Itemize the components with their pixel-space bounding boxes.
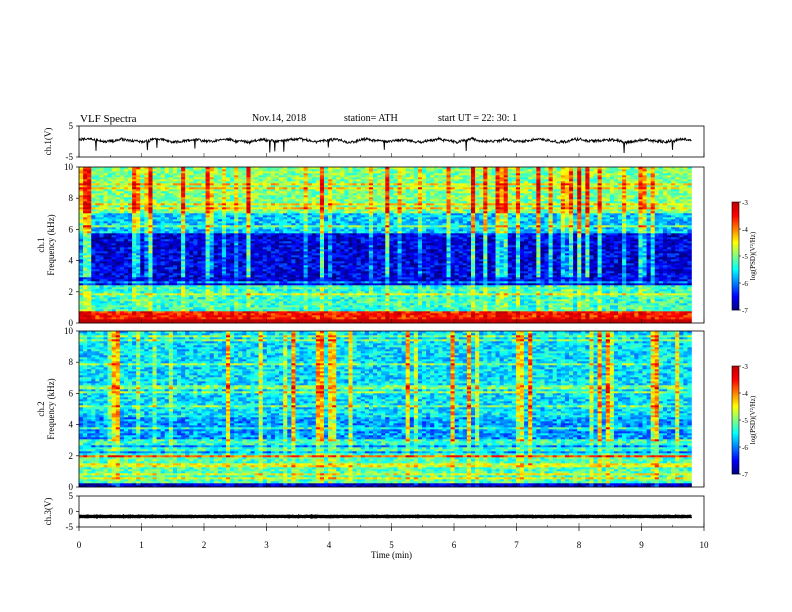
x-tick-label: 4	[327, 540, 332, 550]
x-tick-label: 7	[514, 540, 519, 550]
x-tick-label: 0	[77, 540, 82, 550]
ch1-spectrogram-ytick-label: 8	[69, 193, 74, 203]
x-tick-label: 2	[202, 540, 207, 550]
x-axis-label: Time (min)	[371, 550, 412, 560]
ch1-spectrogram-colorbar-label: log(PSD)(V²/Hz)	[749, 231, 757, 280]
ch2-spectrogram-ytick-label: 10	[64, 326, 74, 336]
ch2-spectrogram-ylabel: ch.2Frequency (kHz)	[36, 378, 56, 439]
ch1-spectrogram-ytick-label: 4	[69, 256, 74, 266]
ch1-spectrogram-colorbar-tick-label: -3	[742, 199, 748, 207]
x-tick-label: 10	[700, 540, 710, 550]
x-tick-label: 6	[452, 540, 457, 550]
ch1-spectrogram-colorbar-tick-label: -6	[742, 280, 748, 288]
ch1-waveform-ylabel: ch.1(V)	[43, 128, 53, 156]
ch2-spectrogram-colorbar-label: log(PSD)(V²/Hz)	[749, 395, 757, 444]
ch3-waveform-ylabel: ch.3(V)	[43, 498, 53, 526]
ch3-waveform-ytick-label: 0	[69, 507, 74, 517]
ch2-spectrogram-colorbar-tick-label: -5	[742, 417, 748, 425]
ch1-spectrogram-ylabel: ch.1Frequency (kHz)	[36, 214, 56, 275]
ch2-spectrogram-heatmap	[79, 331, 692, 488]
station-label: station= ATH	[344, 113, 398, 124]
ch3-waveform-ytick-label: 5	[69, 491, 74, 501]
ch1-waveform-ytick-label: 5	[69, 121, 74, 131]
x-tick-label: 1	[139, 540, 144, 550]
ch2-spectrogram-colorbar-tick-label: -7	[742, 471, 748, 479]
ch1-spectrogram-colorbar-tick-label: -4	[742, 226, 748, 234]
x-tick-label: 9	[639, 540, 644, 550]
ch1-spectrogram-colorbar	[732, 202, 739, 311]
ch1-spectrogram-ytick-label: 2	[69, 287, 74, 297]
x-tick-label: 8	[577, 540, 582, 550]
ch1-waveform-ytick-label: -5	[66, 152, 74, 162]
start-time-label: start UT = 22: 30: 1	[438, 113, 517, 124]
ch3-waveform-trace	[78, 513, 693, 519]
plot-title: VLF Spectra	[80, 113, 137, 125]
ch3-waveform-frame	[78, 495, 705, 528]
x-tick-label: 3	[264, 540, 269, 550]
ch1-spectrogram-ytick-label: 6	[69, 224, 74, 234]
ch1-spectrogram-ytick-label: 0	[69, 318, 74, 328]
ch1-spectrogram-colorbar-tick-label: -5	[742, 253, 748, 261]
ch2-spectrogram-colorbar-tick-label: -4	[742, 390, 748, 398]
ch1-spectrogram-heatmap	[79, 167, 692, 324]
ch2-spectrogram-ytick-label: 6	[69, 388, 74, 398]
ch2-spectrogram-colorbar-tick-label: -3	[742, 363, 748, 371]
ch2-spectrogram-ytick-label: 8	[69, 357, 74, 367]
ch2-spectrogram-ytick-label: 2	[69, 451, 74, 461]
ch2-spectrogram-ytick-label: 0	[69, 482, 74, 492]
ch1-waveform-trace	[78, 136, 692, 154]
ch2-spectrogram-ytick-label: 4	[69, 420, 74, 430]
ch1-spectrogram-colorbar-tick-label: -7	[742, 307, 748, 315]
ch2-spectrogram-colorbar	[732, 366, 739, 475]
ch2-spectrogram-colorbar-tick-label: -6	[742, 444, 748, 452]
ch3-waveform-ytick-label: -5	[66, 522, 74, 532]
ch1-spectrogram-ytick-label: 10	[64, 162, 74, 172]
x-tick-label: 5	[389, 540, 394, 550]
date-label: Nov.14, 2018	[252, 113, 306, 124]
